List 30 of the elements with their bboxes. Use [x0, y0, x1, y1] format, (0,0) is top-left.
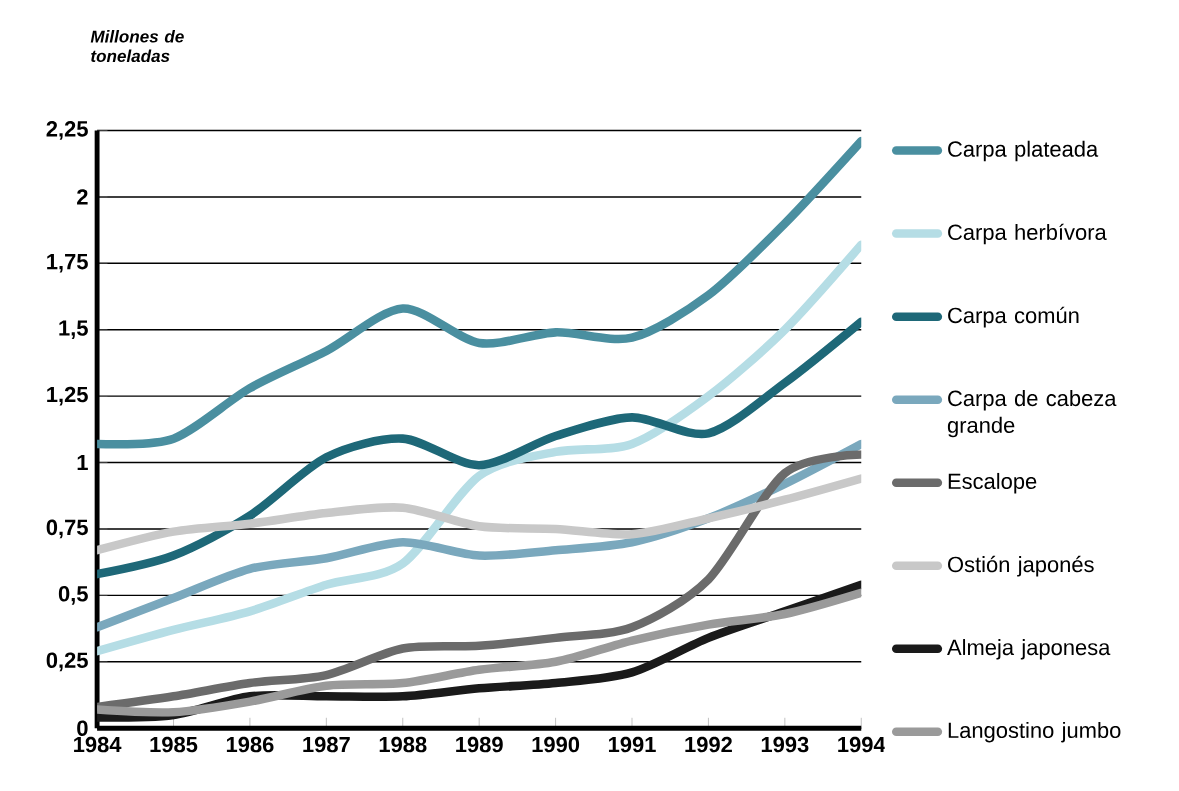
legend-label: Carpa común: [948, 307, 1079, 328]
x-tick-label: 1993: [761, 736, 809, 753]
y-tick-label: 1,25: [47, 386, 88, 406]
x-tick-label: 1991: [608, 736, 656, 753]
y-tick-label: 0,5: [58, 586, 88, 605]
y-tick-label: 0,75: [46, 519, 88, 539]
x-tick-label: 1985: [150, 736, 198, 753]
y-tick-label: 2: [77, 189, 88, 205]
legend-label: Ostión japonés: [948, 556, 1094, 577]
x-tick-label: 1987: [303, 736, 350, 753]
y-tick-label: 2,25: [46, 121, 88, 141]
y-tick-label: 0: [77, 720, 88, 737]
legend-label: Langostino jumbo: [948, 722, 1121, 743]
x-tick-label: 1989: [456, 736, 503, 753]
legend-label: Carpa plateada: [948, 140, 1099, 162]
y-tick-label: 1: [77, 455, 88, 471]
legend-label: Carpa de cabeza grande: [947, 390, 1117, 438]
legend-label: Escalope: [948, 473, 1037, 494]
x-tick-label: 1992: [685, 736, 732, 753]
y-tick-label: 0,25: [46, 652, 88, 672]
x-tick-label: 1986: [226, 736, 274, 753]
x-tick-label: 1984: [74, 736, 122, 753]
y-tick-label: 1,5: [59, 320, 88, 340]
x-tick-label: 1988: [379, 736, 427, 753]
legend-label: Carpa herbívora: [948, 223, 1107, 245]
x-tick-label: 1990: [532, 736, 580, 753]
y-tick-label: 1,75: [47, 254, 88, 273]
x-tick-label: 1994: [838, 736, 886, 753]
y-axis-title: Millones de toneladas: [90, 30, 184, 63]
legend-label: Almeja japonesa: [947, 639, 1111, 660]
